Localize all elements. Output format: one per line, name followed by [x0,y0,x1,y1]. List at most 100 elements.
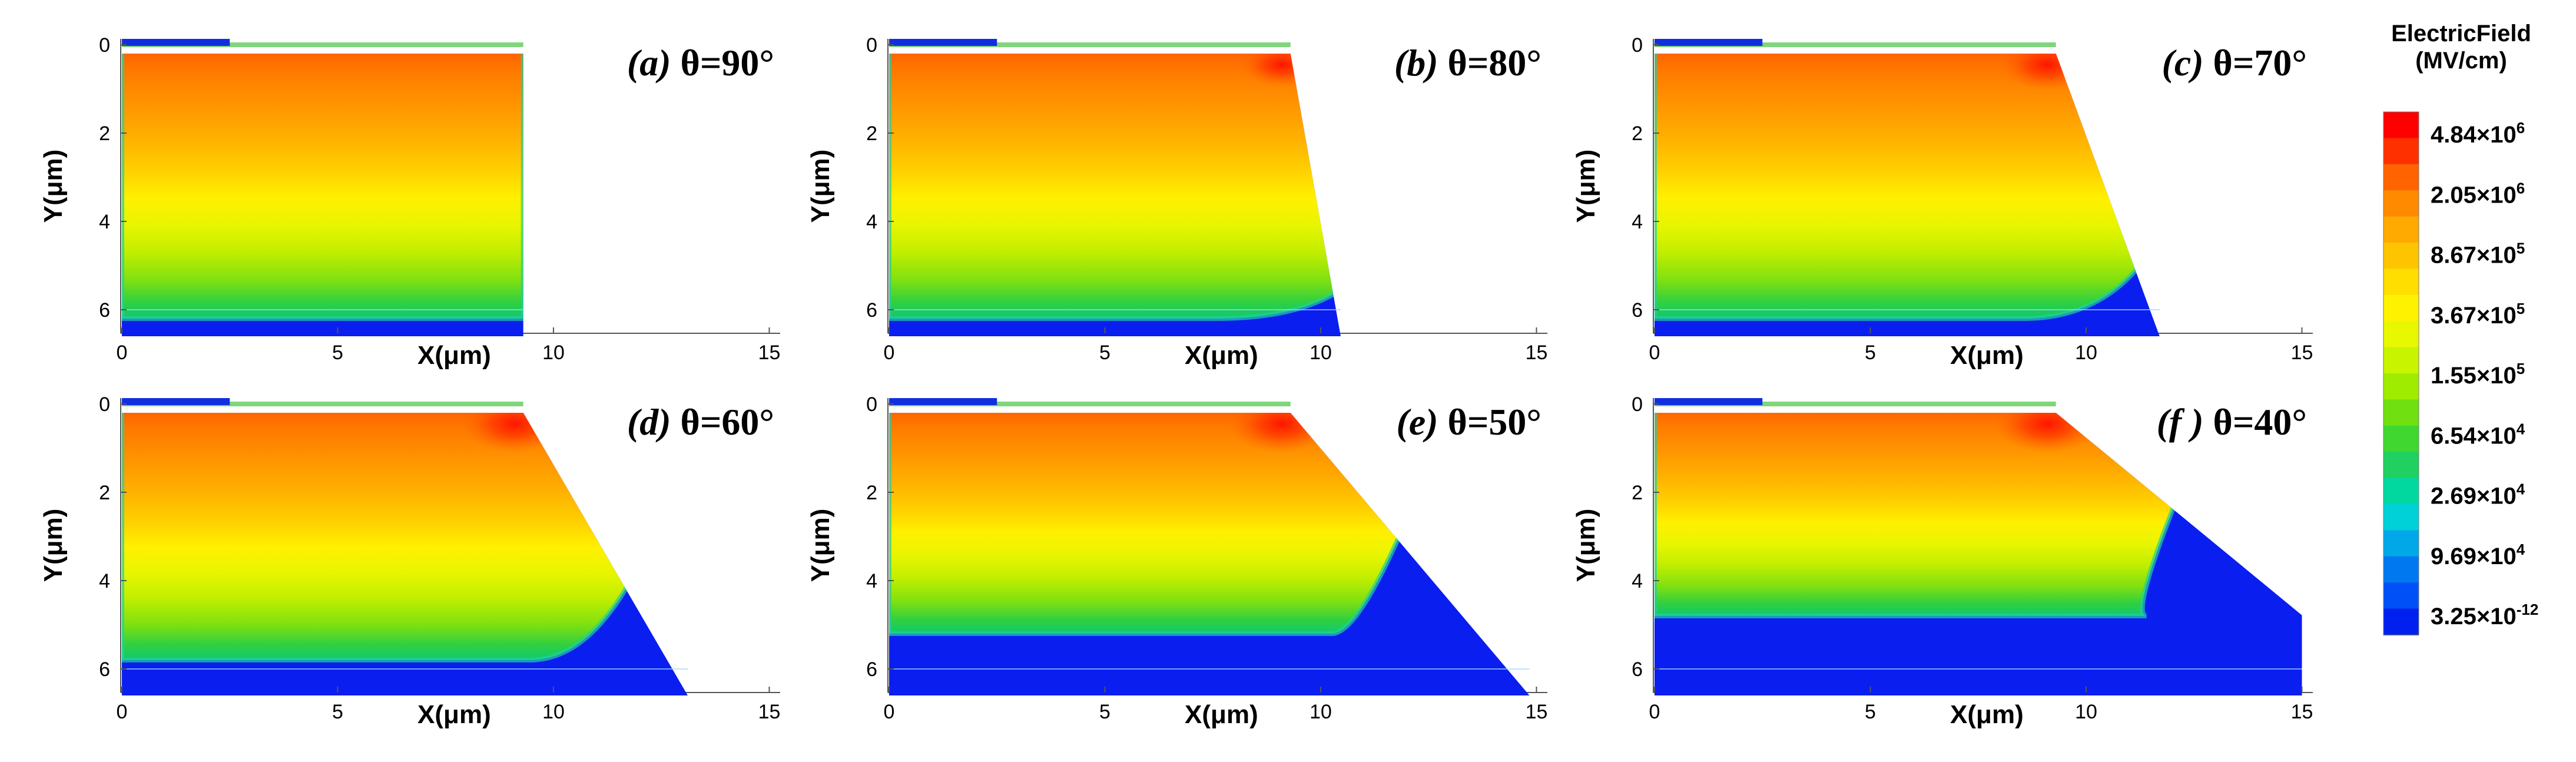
y-tick-label: 6 [1632,299,1643,322]
y-axis-title: Y(μm) [1572,150,1600,223]
x-axis-title: X(μm) [417,700,491,729]
field-hotspot [1994,413,2101,453]
x-tick-label: 10 [2075,701,2097,723]
panel-letter: (b) [1394,42,1448,84]
colorbar-exponent: 5 [2517,300,2525,317]
colorbar-title: ElectricField [2391,21,2531,47]
x-tick-label: 0 [117,701,128,723]
panel-angle: θ=40° [2213,401,2307,443]
colorbar-swatch [2383,530,2419,557]
panel-angle: θ=60° [681,401,774,443]
y-tick-label: 6 [866,658,877,681]
panel-label: (a) θ=90° [627,42,774,84]
y-tick-label: 0 [99,34,110,57]
colorbar-mantissa: 1.55×10 [2431,363,2517,389]
x-axis-title: X(μm) [417,341,491,370]
colorbar-exponent: 5 [2517,360,2525,377]
colorbar-swatch [2383,582,2419,609]
metal-contact [122,39,230,46]
metal-contact [1655,39,1763,46]
panel-letter: (d) [627,401,681,443]
panel-label: (b) θ=80° [1394,42,1541,84]
device-region [889,54,1341,336]
colorbar-mantissa: 2.69×10 [2431,483,2517,509]
panel-label: (f ) θ=40° [2157,401,2307,443]
x-axis-title: X(μm) [1950,341,2024,370]
metal-contact [122,398,230,405]
x-tick-label: 5 [1099,342,1110,364]
colorbar-mantissa: 4.84×10 [2431,122,2517,148]
colorbar-mantissa: 2.05×10 [2431,182,2517,208]
colorbar: ElectricField(MV/cm)4.84×1062.05×1068.67… [2383,21,2538,635]
colorbar-label: 3.67×105 [2431,300,2525,329]
colorbar-exponent: 5 [2517,240,2525,257]
y-tick-label: 0 [99,393,110,416]
device-region [122,54,523,336]
y-axis-title: Y(μm) [39,150,68,223]
x-tick-label: 0 [884,701,895,723]
y-tick-label: 2 [99,482,110,504]
field-contours [122,54,523,319]
y-axis-title: Y(μm) [806,150,835,223]
x-tick-label: 15 [758,701,781,723]
colorbar-swatch [2383,243,2419,270]
colorbar-swatch [2383,478,2419,505]
y-axis-title: Y(μm) [806,509,835,582]
y-tick-label: 6 [99,658,110,681]
colorbar-label: 9.69×104 [2431,541,2525,569]
colorbar-swatch [2383,373,2419,400]
x-tick-label: 0 [117,342,128,364]
panel-letter: (c) [2162,42,2213,84]
y-axis-title: Y(μm) [39,509,68,582]
colorbar-swatch [2383,608,2419,635]
x-tick-label: 5 [332,342,343,364]
y-tick-label: 0 [1632,393,1643,416]
colorbar-exponent: 4 [2517,541,2525,558]
y-tick-label: 6 [1632,658,1643,681]
field-hotspot [1241,54,1324,88]
colorbar-label: 8.67×105 [2431,240,2525,269]
x-tick-label: 0 [884,342,895,364]
y-tick-label: 6 [99,299,110,322]
y-tick-label: 6 [866,299,877,322]
x-tick-label: 15 [2291,342,2313,364]
colorbar-exponent: 4 [2517,420,2525,438]
x-tick-label: 10 [1309,701,1332,723]
metal-contact [889,39,997,46]
y-tick-label: 2 [1632,122,1643,145]
colorbar-swatch [2383,399,2419,426]
panel-letter: (a) [627,42,681,84]
x-tick-label: 5 [1099,701,1110,723]
x-tick-label: 10 [542,701,565,723]
x-tick-label: 15 [1526,701,1548,723]
y-tick-label: 4 [99,570,110,592]
colorbar-swatch [2383,452,2419,479]
colorbar-swatch [2383,112,2419,139]
x-axis-title: X(μm) [1185,341,1258,370]
depletion-edge [122,54,523,321]
colorbar-swatch [2383,190,2419,217]
panel-label: (c) θ=70° [2162,42,2308,84]
x-tick-label: 10 [2075,342,2097,364]
colorbar-exponent: 4 [2517,481,2525,498]
x-tick-label: 10 [1309,342,1332,364]
y-tick-label: 2 [1632,482,1643,504]
y-tick-label: 0 [1632,34,1643,57]
y-tick-label: 0 [866,34,877,57]
colorbar-exponent: 6 [2517,179,2525,197]
colorbar-label: 6.54×104 [2431,420,2525,449]
colorbar-unit: (MV/cm) [2415,48,2507,74]
passivation-layer [889,402,1291,406]
colorbar-swatch [2383,556,2419,584]
colorbar-swatch [2383,504,2419,531]
colorbar-mantissa: 9.69×10 [2431,544,2517,569]
x-tick-label: 5 [332,701,343,723]
panel-letter: (e) [1397,401,1448,443]
panel-label: (e) θ=50° [1397,401,1542,443]
y-tick-label: 4 [866,211,877,233]
y-tick-label: 2 [99,122,110,145]
